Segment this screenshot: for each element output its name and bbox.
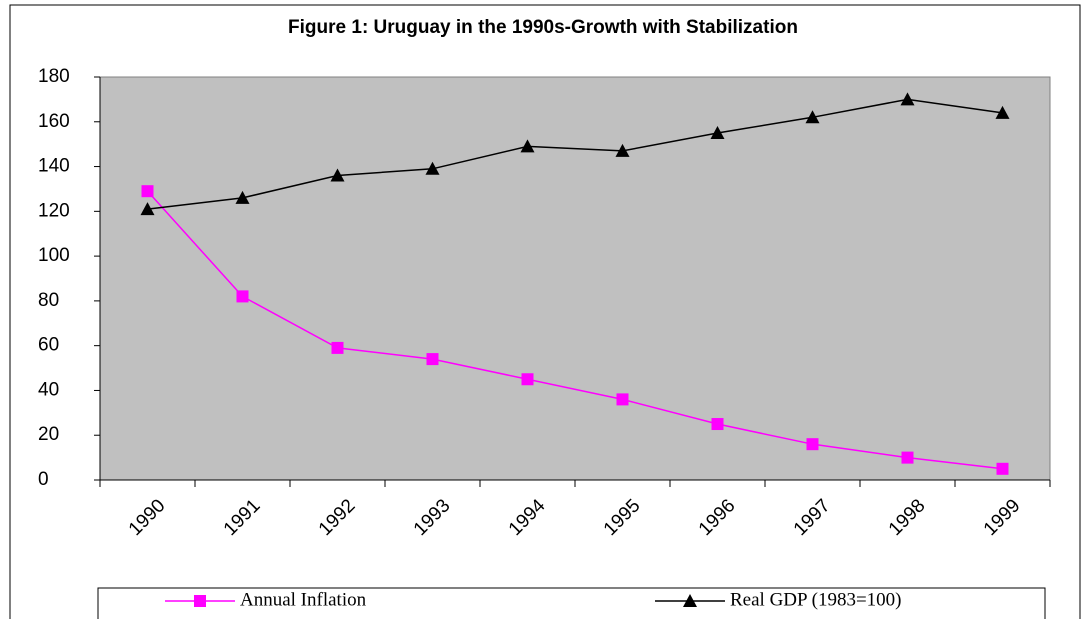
point	[330, 168, 345, 182]
point	[521, 373, 534, 386]
y-tick-label: 120	[38, 200, 70, 221]
point	[683, 594, 697, 607]
point	[331, 341, 344, 354]
point	[194, 595, 206, 607]
legend-box	[97, 587, 1046, 619]
point	[616, 393, 629, 406]
y-tick-label: 80	[38, 290, 59, 311]
y-tick-label: 160	[38, 111, 70, 132]
legend-label: Annual Inflation	[240, 589, 367, 610]
point	[900, 92, 915, 106]
y-tick-label: 0	[38, 469, 49, 490]
point	[425, 161, 440, 175]
legend-item: Real GDP (1983=100)	[655, 589, 902, 610]
y-tick-label: 40	[38, 379, 59, 400]
point	[426, 353, 439, 366]
y-tick-label: 100	[38, 245, 70, 266]
point	[995, 105, 1010, 119]
point	[710, 125, 725, 139]
y-tick-label: 140	[38, 156, 70, 177]
chart-title: Figure 1: Uruguay in the 1990s-Growth wi…	[288, 17, 798, 38]
y-tick-label: 60	[38, 335, 59, 356]
point	[520, 139, 535, 153]
legend-item: Annual Inflation	[165, 589, 367, 610]
point	[805, 110, 820, 124]
point	[806, 438, 819, 451]
point	[141, 185, 154, 198]
y-tick-label: 20	[38, 424, 59, 445]
point	[235, 190, 250, 204]
series-line	[147, 98, 1003, 210]
point	[711, 418, 724, 431]
point	[140, 202, 155, 216]
legend-label: Real GDP (1983=100)	[730, 589, 902, 610]
series-line	[146, 190, 1003, 470]
y-tick-label: 180	[38, 66, 70, 87]
point	[236, 290, 249, 303]
plot-area	[99, 76, 1051, 481]
point	[901, 451, 914, 464]
point	[996, 462, 1009, 475]
point	[615, 143, 630, 157]
